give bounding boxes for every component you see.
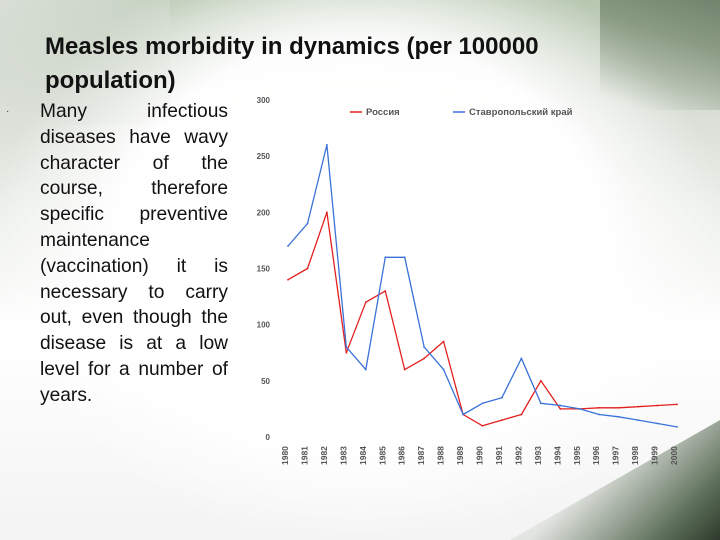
data-point — [656, 422, 659, 425]
data-point — [520, 357, 523, 360]
data-point — [287, 245, 289, 247]
data-point — [598, 413, 601, 416]
y-tick-label: 0 — [266, 433, 271, 442]
x-tick-label: 1998 — [630, 446, 640, 465]
corner-decoration-top — [600, 0, 720, 110]
data-point — [403, 256, 406, 259]
data-point — [326, 144, 328, 146]
x-tick-label: 1990 — [475, 446, 485, 465]
y-tick-label: 50 — [261, 377, 270, 386]
x-tick-label: 1997 — [611, 446, 621, 465]
data-point — [423, 346, 426, 349]
data-point — [559, 404, 562, 407]
x-tick-label: 1994 — [552, 446, 562, 465]
data-point — [656, 404, 659, 407]
x-tick-label: 1992 — [513, 446, 523, 465]
x-tick-label: 1996 — [591, 446, 601, 465]
x-tick-label: 1991 — [494, 446, 504, 465]
data-point — [617, 415, 620, 418]
x-tick-label: 1981 — [299, 446, 309, 465]
x-tick-label: 1993 — [533, 446, 543, 465]
data-point — [384, 290, 387, 292]
y-tick-label: 250 — [257, 152, 271, 161]
data-point — [306, 267, 309, 270]
data-point — [306, 222, 309, 225]
y-tick-label: 300 — [257, 96, 271, 105]
data-point — [345, 351, 348, 354]
data-point — [287, 278, 289, 281]
x-tick-label: 1989 — [455, 446, 465, 465]
x-tick-label: 1984 — [358, 446, 368, 465]
legend-label: Ставропольский край — [469, 107, 573, 118]
y-tick-label: 200 — [257, 208, 271, 217]
x-tick-label: 2000 — [669, 446, 679, 465]
data-point — [559, 408, 562, 410]
data-point — [364, 301, 367, 304]
x-tick-label: 1980 — [280, 446, 290, 465]
legend-label: Россия — [366, 107, 400, 118]
x-tick-label: 1987 — [416, 446, 426, 465]
data-point — [442, 340, 445, 343]
data-point — [384, 256, 387, 259]
y-tick-label: 150 — [257, 265, 271, 274]
data-point — [539, 402, 542, 405]
data-point — [578, 408, 581, 410]
data-point — [637, 419, 639, 422]
data-point — [481, 424, 484, 427]
data-point — [617, 406, 620, 409]
data-point — [676, 403, 678, 406]
data-point — [637, 405, 639, 408]
x-tick-label: 1985 — [377, 446, 387, 465]
corner-decoration-left — [0, 0, 170, 125]
series-line-stavropol — [287, 144, 678, 428]
data-point — [345, 346, 348, 349]
data-point — [442, 368, 445, 371]
data-point — [539, 379, 542, 382]
data-point — [462, 413, 464, 416]
slide-body-text: Many infectious diseases have wavy chara… — [40, 101, 228, 406]
data-point — [520, 413, 523, 416]
data-point — [501, 396, 503, 399]
data-point — [364, 368, 367, 371]
data-point — [501, 419, 503, 422]
x-tick-label: 1988 — [436, 446, 446, 465]
data-point — [403, 368, 406, 371]
measles-line-chart: 0 50 100 150 200 250 300 1980 1981 1982 1983 1984 19… — [257, 96, 679, 465]
data-point — [481, 402, 484, 405]
data-point — [326, 211, 328, 214]
x-tick-label: 1995 — [572, 446, 582, 465]
series-line-russia — [287, 211, 678, 427]
x-tick-label: 1983 — [338, 446, 348, 465]
slide-title: Measles morbidity in dynamics (per 10000… — [45, 33, 539, 94]
data-point — [676, 425, 678, 428]
x-tick-label: 1982 — [319, 446, 329, 465]
x-tick-label: 1999 — [650, 446, 660, 465]
data-point — [598, 406, 601, 409]
y-tick-label: 100 — [257, 321, 271, 330]
bullet-marker: · — [6, 106, 10, 117]
x-tick-label: 1986 — [397, 446, 407, 465]
data-point — [423, 357, 426, 360]
